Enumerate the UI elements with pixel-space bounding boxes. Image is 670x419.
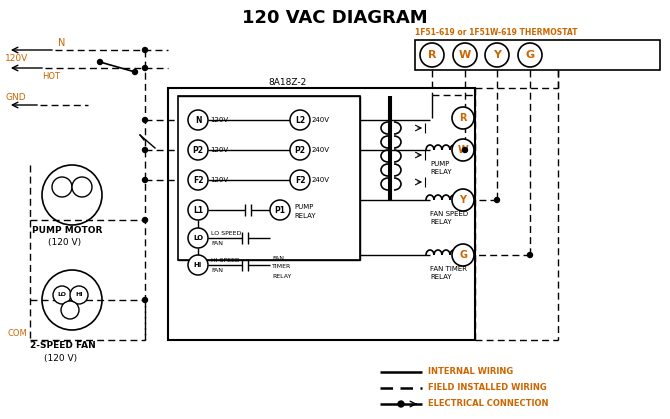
Circle shape <box>452 244 474 266</box>
Circle shape <box>42 270 102 330</box>
Circle shape <box>143 47 147 52</box>
Text: PUMP: PUMP <box>294 204 314 210</box>
Circle shape <box>53 286 71 304</box>
Text: FAN TIMER: FAN TIMER <box>430 266 467 272</box>
Text: Y: Y <box>460 195 466 205</box>
Text: G: G <box>525 50 535 60</box>
Text: RELAY: RELAY <box>272 274 291 279</box>
Text: RELAY: RELAY <box>430 219 452 225</box>
Text: 8A18Z-2: 8A18Z-2 <box>268 78 306 86</box>
Circle shape <box>143 65 147 70</box>
Text: F2: F2 <box>295 176 306 184</box>
Circle shape <box>188 228 208 248</box>
Text: FIELD INSTALLED WIRING: FIELD INSTALLED WIRING <box>428 383 547 393</box>
Circle shape <box>42 165 102 225</box>
Text: P2: P2 <box>192 145 204 155</box>
Text: INTERNAL WIRING: INTERNAL WIRING <box>428 367 513 377</box>
Text: LO SPEED: LO SPEED <box>211 230 241 235</box>
Circle shape <box>188 110 208 130</box>
Text: 2-SPEED FAN: 2-SPEED FAN <box>30 341 96 351</box>
Text: P2: P2 <box>295 145 306 155</box>
Circle shape <box>143 178 147 183</box>
Text: PUMP MOTOR: PUMP MOTOR <box>32 225 103 235</box>
Bar <box>178 96 360 260</box>
Circle shape <box>188 170 208 190</box>
Circle shape <box>61 301 79 319</box>
Text: N: N <box>58 38 66 48</box>
Text: RELAY: RELAY <box>430 169 452 175</box>
Circle shape <box>143 217 147 222</box>
Text: FAN: FAN <box>272 256 284 261</box>
Text: Y: Y <box>493 50 501 60</box>
Circle shape <box>462 147 468 153</box>
Circle shape <box>270 200 290 220</box>
Text: HOT: HOT <box>42 72 60 80</box>
Text: P1: P1 <box>275 205 285 215</box>
Text: 240V: 240V <box>312 147 330 153</box>
Text: FAN: FAN <box>211 267 223 272</box>
Text: 240V: 240V <box>312 117 330 123</box>
Circle shape <box>290 110 310 130</box>
Circle shape <box>52 177 72 197</box>
Circle shape <box>133 70 137 75</box>
Text: 120V: 120V <box>210 177 228 183</box>
Text: G: G <box>459 250 467 260</box>
Text: W: W <box>459 50 471 60</box>
Text: F2: F2 <box>193 176 203 184</box>
Text: 120 VAC DIAGRAM: 120 VAC DIAGRAM <box>242 9 428 27</box>
Text: PUMP: PUMP <box>430 161 450 167</box>
Text: HI: HI <box>194 262 202 268</box>
Circle shape <box>70 286 88 304</box>
Text: HI SPEED: HI SPEED <box>211 258 240 262</box>
Text: L2: L2 <box>295 116 305 124</box>
Circle shape <box>72 177 92 197</box>
Circle shape <box>420 43 444 67</box>
Text: HI: HI <box>75 292 83 297</box>
Circle shape <box>494 197 500 202</box>
Text: (120 V): (120 V) <box>48 238 81 246</box>
Circle shape <box>527 253 533 258</box>
Text: LO: LO <box>58 292 66 297</box>
Text: FAN: FAN <box>211 241 223 246</box>
Bar <box>168 88 475 340</box>
Text: 120V: 120V <box>210 147 228 153</box>
Circle shape <box>485 43 509 67</box>
Circle shape <box>452 107 474 129</box>
Text: COM: COM <box>8 329 27 339</box>
Circle shape <box>452 139 474 161</box>
Circle shape <box>398 401 404 407</box>
Text: ELECTRICAL CONNECTION: ELECTRICAL CONNECTION <box>428 399 549 409</box>
Text: LO: LO <box>193 235 203 241</box>
Text: R: R <box>459 113 467 123</box>
Text: RELAY: RELAY <box>294 213 316 219</box>
Circle shape <box>143 297 147 303</box>
Text: GND: GND <box>5 93 25 101</box>
Text: 240V: 240V <box>312 177 330 183</box>
Circle shape <box>188 200 208 220</box>
Circle shape <box>518 43 542 67</box>
Text: TIMER: TIMER <box>272 264 291 269</box>
Text: N: N <box>195 116 201 124</box>
Circle shape <box>143 117 147 122</box>
Text: 120V: 120V <box>5 54 28 62</box>
Circle shape <box>188 140 208 160</box>
Text: 1F51-619 or 1F51W-619 THERMOSTAT: 1F51-619 or 1F51W-619 THERMOSTAT <box>415 28 578 36</box>
Text: R: R <box>427 50 436 60</box>
Text: L1: L1 <box>193 205 203 215</box>
Circle shape <box>290 170 310 190</box>
Circle shape <box>452 189 474 211</box>
Text: FAN SPEED: FAN SPEED <box>430 211 468 217</box>
Bar <box>415 40 660 70</box>
Circle shape <box>453 43 477 67</box>
Text: (120 V): (120 V) <box>44 354 77 362</box>
Circle shape <box>98 59 103 65</box>
Circle shape <box>143 147 147 153</box>
Circle shape <box>290 140 310 160</box>
Text: W: W <box>458 145 468 155</box>
Text: RELAY: RELAY <box>430 274 452 280</box>
Text: 120V: 120V <box>210 117 228 123</box>
Circle shape <box>188 255 208 275</box>
